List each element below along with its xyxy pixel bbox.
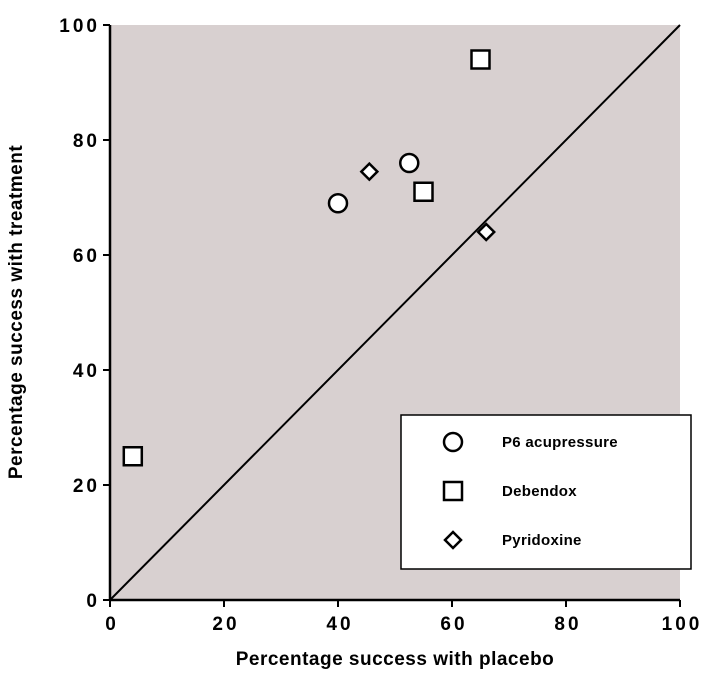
x-tick-label: 20	[212, 614, 239, 635]
y-tick-label: 20	[73, 476, 100, 497]
legend-label: P6 acupressure	[502, 434, 618, 451]
x-tick-label: 60	[440, 614, 467, 635]
diamond-data-point	[359, 161, 380, 182]
circle-data-point	[399, 152, 420, 174]
x-tick-label: 40	[326, 614, 353, 635]
square-data-point	[470, 49, 491, 70]
y-axis-title: Percentage success with treatment	[6, 145, 27, 480]
legend-label: Pyridoxine	[502, 532, 582, 549]
x-tick-label: 80	[554, 614, 581, 635]
legend-diamond-marker	[443, 530, 463, 550]
y-tick-label: 40	[73, 361, 100, 382]
y-tick-label: 60	[73, 246, 100, 267]
x-axis-title: Percentage success with placebo	[236, 649, 555, 670]
legend-label: Debendox	[502, 483, 577, 500]
y-tick-label: 0	[86, 591, 100, 612]
diamond-data-point	[476, 222, 496, 242]
identity-line	[109, 24, 681, 601]
legend-circle-marker	[442, 431, 464, 453]
square-data-point	[413, 181, 434, 202]
square-data-point	[122, 446, 144, 467]
legend-square-marker	[442, 480, 464, 502]
x-tick-label: 0	[105, 614, 119, 635]
y-tick-label: 100	[59, 16, 100, 37]
circle-data-point	[327, 193, 349, 214]
y-tick-label: 80	[73, 131, 100, 152]
legend: P6 acupressure Debendox Pyridoxine	[400, 414, 692, 570]
x-tick-label: 100	[662, 614, 703, 635]
